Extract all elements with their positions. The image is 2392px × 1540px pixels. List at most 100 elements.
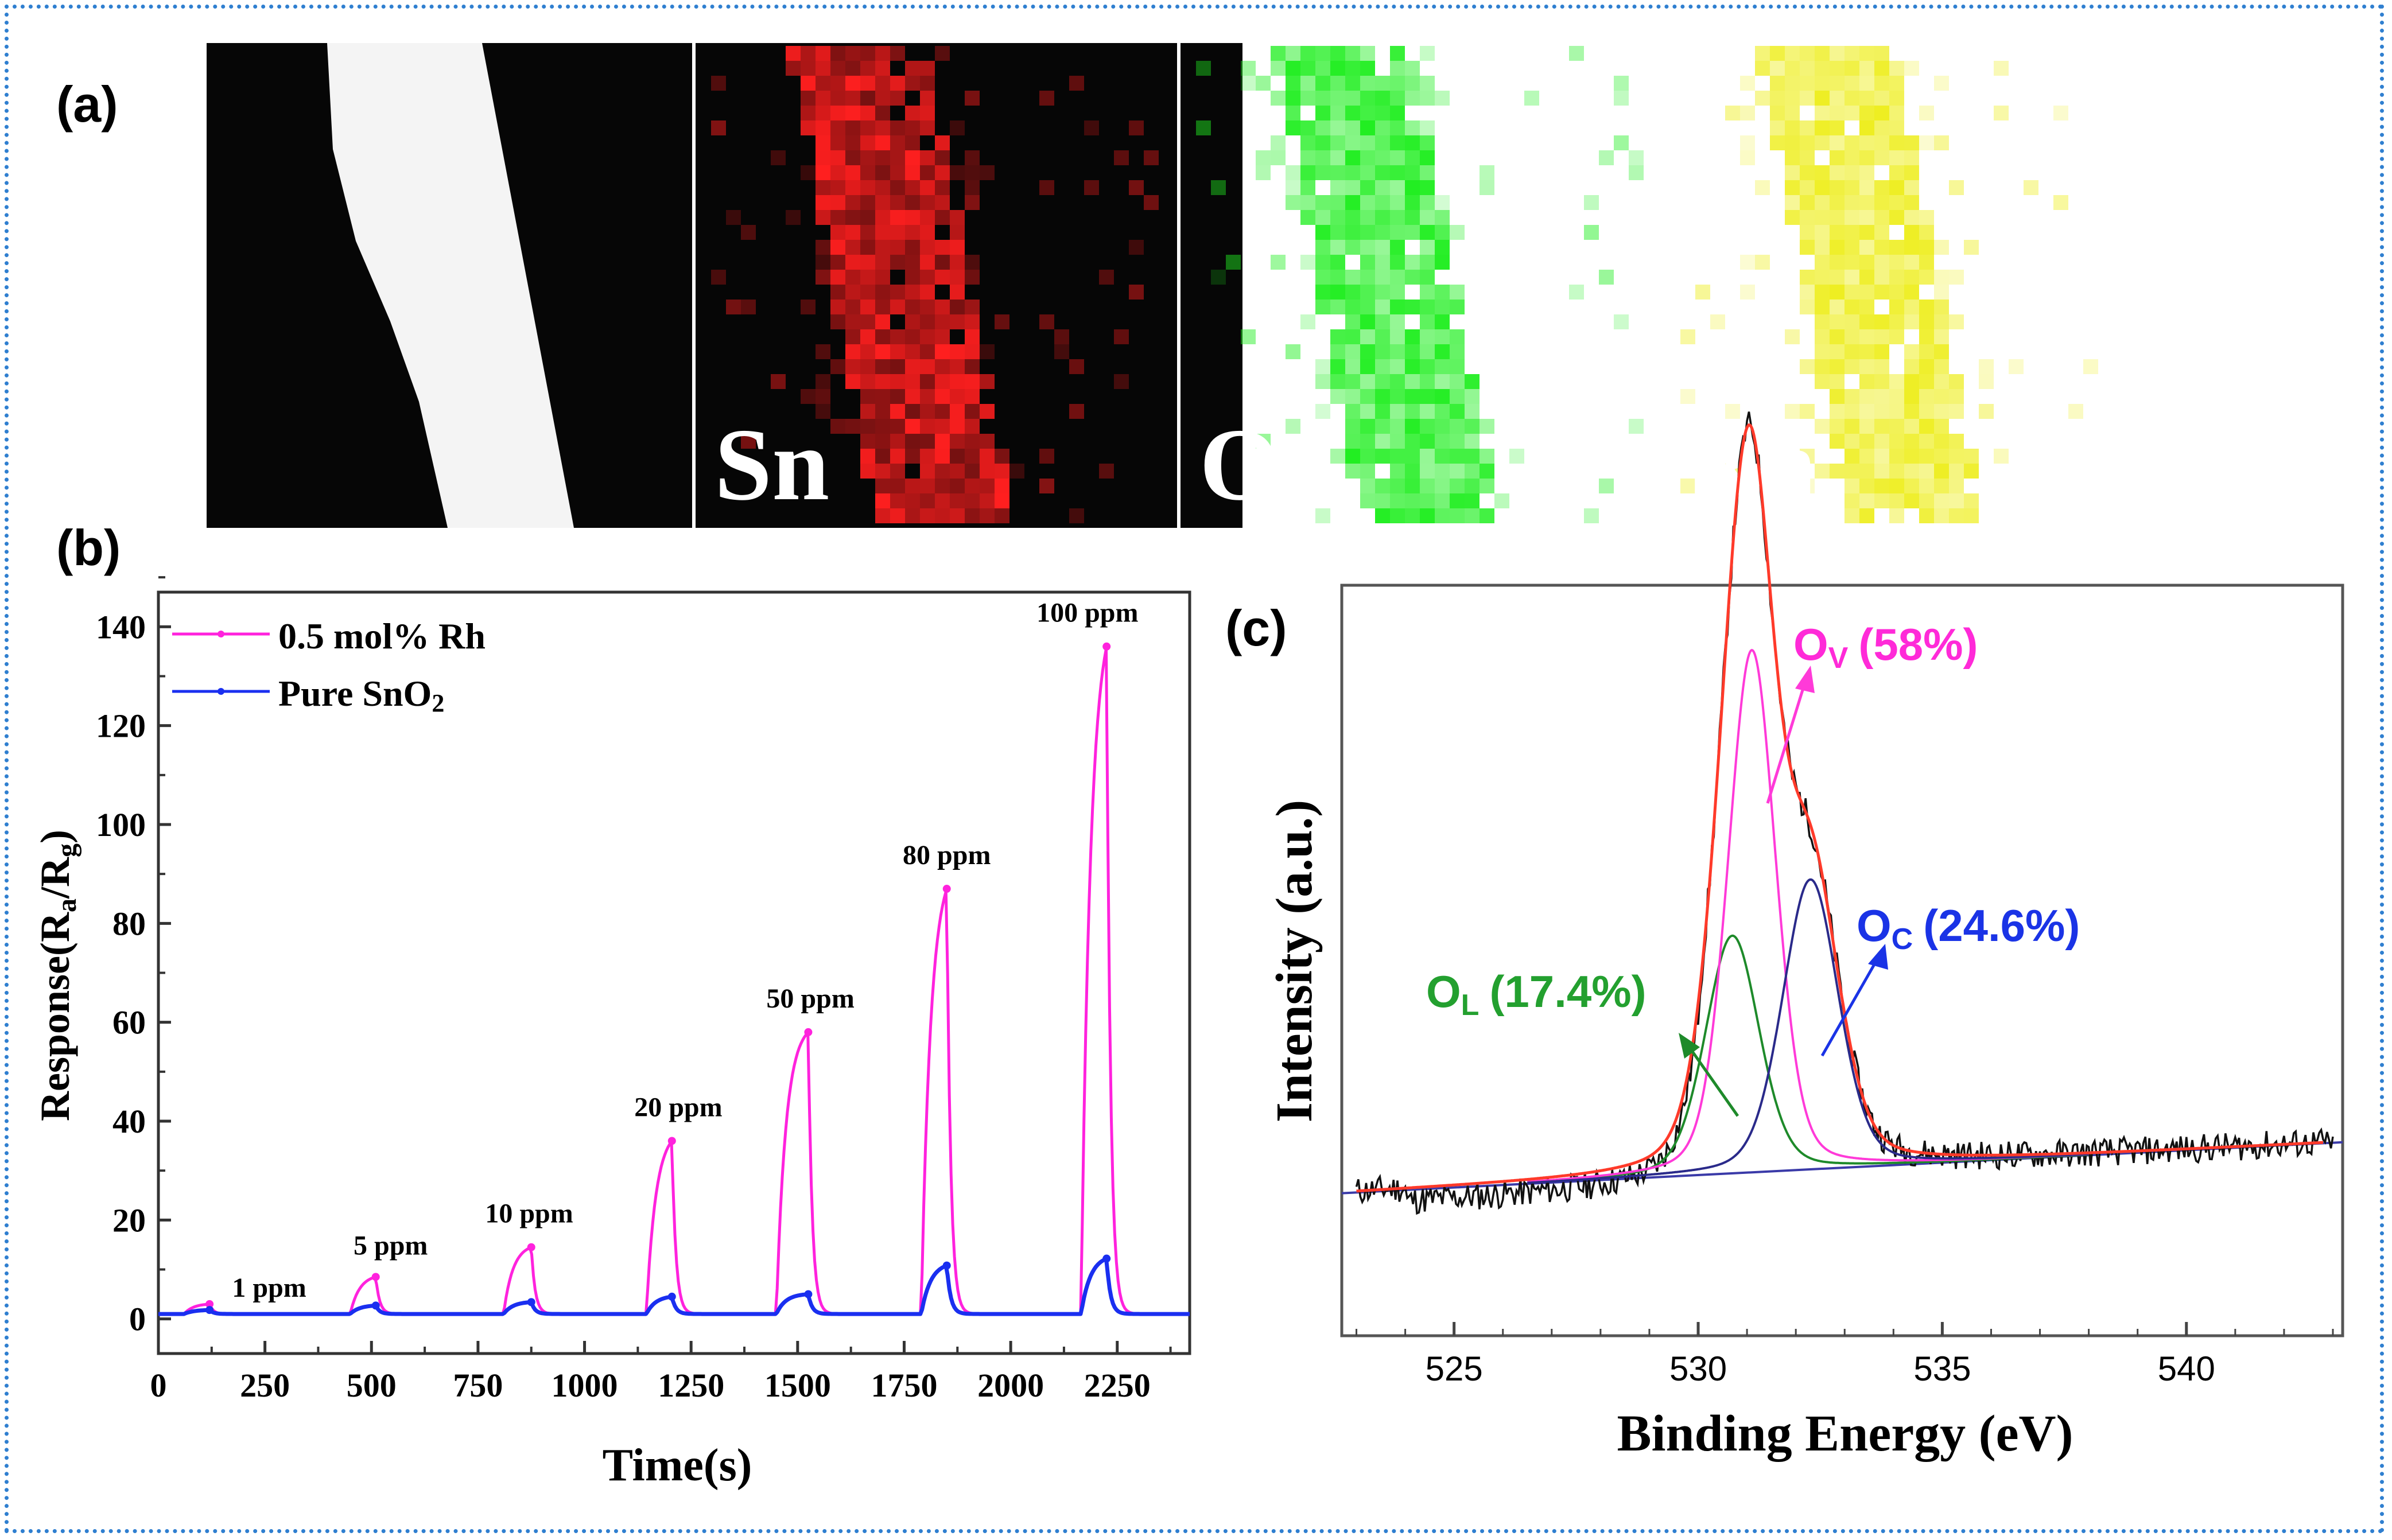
rh-pixel bbox=[1874, 404, 1889, 419]
sn-pixel bbox=[875, 344, 890, 359]
rh-pixel bbox=[1815, 300, 1830, 314]
y-axis-label: Response(Ra/Rg) bbox=[32, 830, 82, 1121]
rh-pixel bbox=[1680, 329, 1695, 344]
sn-pixel bbox=[980, 434, 995, 449]
sn-pixel bbox=[950, 285, 965, 300]
rh-pixel bbox=[1755, 91, 1770, 106]
rh-pixel bbox=[1949, 493, 1964, 508]
o-pixel bbox=[1345, 359, 1360, 374]
o-pixel bbox=[1315, 285, 1330, 300]
sn-pixel bbox=[1144, 195, 1159, 210]
x-tick-label: 1000 bbox=[552, 1367, 618, 1404]
o-pixel bbox=[1375, 508, 1390, 523]
o-pixel bbox=[1390, 374, 1405, 389]
sn-pixel bbox=[920, 434, 935, 449]
rh-pixel bbox=[2083, 359, 2098, 374]
rh-pixel bbox=[1830, 300, 1845, 314]
o-pixel bbox=[1300, 135, 1315, 150]
rh-pixel bbox=[1859, 419, 1874, 434]
sn-pixel bbox=[801, 120, 816, 135]
sn-pixel bbox=[920, 120, 935, 135]
o-pixel bbox=[1569, 46, 1584, 61]
rh-pixel bbox=[1785, 46, 1800, 61]
o-pixel bbox=[1450, 449, 1465, 464]
sn-pixel bbox=[860, 76, 875, 91]
o-pixel bbox=[1435, 508, 1450, 523]
o-pixel bbox=[1330, 300, 1345, 314]
rh-pixel bbox=[1815, 106, 1830, 120]
sn-pixel bbox=[935, 255, 950, 270]
sn-pixel bbox=[875, 389, 890, 404]
o-pixel bbox=[1241, 76, 1256, 91]
rh-pixel bbox=[1770, 91, 1785, 106]
o-pixel bbox=[1405, 479, 1420, 493]
rh-pixel bbox=[1845, 314, 1859, 329]
sn-pixel bbox=[860, 106, 875, 120]
o-pixel bbox=[1256, 76, 1271, 91]
legend-label-rh: 0.5 mol% Rh bbox=[278, 616, 486, 656]
sn-pixel bbox=[965, 508, 980, 523]
sn-pixel bbox=[905, 165, 920, 180]
rh-pixel bbox=[1934, 464, 1949, 479]
o-pixel bbox=[1390, 359, 1405, 374]
sn-pixel bbox=[816, 106, 830, 120]
sn-pixel bbox=[965, 150, 980, 165]
sn-pixel bbox=[860, 300, 875, 314]
o-pixel bbox=[1330, 240, 1345, 255]
sn-pixel bbox=[830, 135, 845, 150]
rh-pixel bbox=[1904, 210, 1919, 225]
sn-pixel bbox=[830, 165, 845, 180]
sn-pixel bbox=[905, 150, 920, 165]
rh-pixel bbox=[1785, 180, 1800, 195]
sn-pixel bbox=[786, 61, 801, 76]
sn-pixel bbox=[980, 344, 995, 359]
o-pixel bbox=[1330, 195, 1345, 210]
sn-pixel bbox=[875, 106, 890, 120]
o-pixel bbox=[1330, 270, 1345, 285]
o-pixel bbox=[1405, 195, 1420, 210]
rh-pixel bbox=[1830, 46, 1845, 61]
sn-pixel bbox=[1069, 76, 1084, 91]
o-pixel bbox=[1196, 120, 1211, 135]
sn-pixel bbox=[920, 76, 935, 91]
sn-pixel bbox=[950, 225, 965, 240]
rh-pixel bbox=[1859, 106, 1874, 120]
series-group bbox=[158, 642, 1190, 1316]
sn-pixel bbox=[950, 508, 965, 523]
sn-pixel bbox=[816, 180, 830, 195]
o-pixel bbox=[1405, 464, 1420, 479]
o-pixel bbox=[1405, 76, 1420, 91]
rh-pixel bbox=[1830, 404, 1845, 419]
rh-pixel bbox=[1904, 61, 1919, 76]
rh-pixel bbox=[1830, 225, 1845, 240]
sn-pixel bbox=[816, 165, 830, 180]
o-pixel bbox=[1420, 508, 1435, 523]
o-pixel bbox=[1300, 150, 1315, 165]
o-pixel bbox=[1584, 225, 1599, 240]
sn-pixel bbox=[771, 150, 786, 165]
sn-pixel bbox=[816, 255, 830, 270]
o-pixel bbox=[1614, 314, 1629, 329]
o-pixel bbox=[1405, 91, 1420, 106]
o-pixel bbox=[1315, 210, 1330, 225]
sn-pixel bbox=[860, 91, 875, 106]
rh-pixel bbox=[1919, 508, 1934, 523]
sn-pixel bbox=[830, 61, 845, 76]
rh-pixel bbox=[1830, 91, 1845, 106]
o-pixel bbox=[1420, 210, 1435, 225]
o-pixel bbox=[1375, 120, 1390, 135]
rh-pixel bbox=[1845, 150, 1859, 165]
sn-pixel bbox=[860, 374, 875, 389]
map-label-sn: Sn bbox=[715, 407, 829, 522]
o-pixel bbox=[1315, 46, 1330, 61]
o-pixel bbox=[1390, 135, 1405, 150]
sn-pixel bbox=[860, 464, 875, 479]
o-pixel bbox=[1390, 46, 1405, 61]
rh-pixel bbox=[1859, 493, 1874, 508]
map-label-o: O bbox=[1199, 407, 1280, 522]
rh-pixel bbox=[1919, 300, 1934, 314]
sn-pixel bbox=[980, 479, 995, 493]
o-pixel bbox=[1465, 434, 1480, 449]
series-sno2-peak-point bbox=[667, 1292, 676, 1301]
